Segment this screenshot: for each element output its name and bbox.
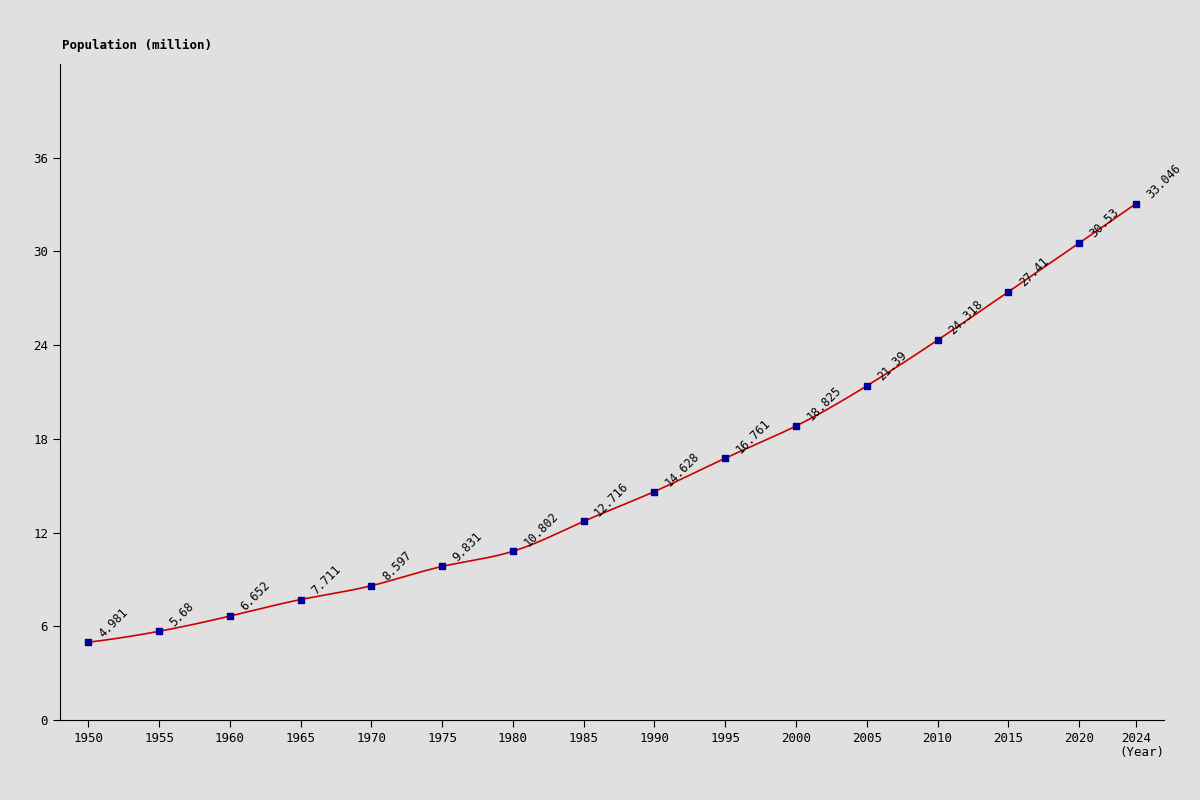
Text: (Year): (Year)	[1120, 746, 1164, 758]
Text: 10.802: 10.802	[521, 510, 560, 549]
Point	[715, 452, 734, 465]
Text: 6.652: 6.652	[238, 579, 272, 614]
Text: 14.628: 14.628	[662, 450, 702, 489]
Text: 5.68: 5.68	[168, 599, 197, 629]
Point	[644, 485, 664, 498]
Text: 24.318: 24.318	[946, 298, 985, 338]
Point	[150, 625, 169, 638]
Text: 4.981: 4.981	[97, 606, 131, 640]
Point	[361, 579, 380, 592]
Text: 30.53: 30.53	[1087, 206, 1122, 241]
Point	[857, 379, 876, 392]
Text: 27.41: 27.41	[1016, 255, 1051, 290]
Text: 12.716: 12.716	[592, 479, 631, 519]
Point	[928, 334, 947, 346]
Point	[292, 593, 311, 606]
Text: 18.825: 18.825	[804, 384, 844, 423]
Point	[574, 515, 593, 528]
Text: 33.046: 33.046	[1144, 162, 1183, 202]
Point	[432, 560, 451, 573]
Point	[786, 419, 805, 432]
Text: 9.831: 9.831	[450, 530, 485, 564]
Text: 21.39: 21.39	[875, 349, 910, 383]
Point	[79, 636, 98, 649]
Point	[1126, 198, 1145, 210]
Text: Population (million): Population (million)	[62, 39, 212, 52]
Point	[1069, 237, 1088, 250]
Point	[503, 545, 522, 558]
Point	[998, 286, 1018, 298]
Text: 8.597: 8.597	[379, 549, 414, 583]
Point	[221, 610, 240, 622]
Text: 7.711: 7.711	[308, 562, 343, 597]
Text: 16.761: 16.761	[733, 416, 773, 456]
